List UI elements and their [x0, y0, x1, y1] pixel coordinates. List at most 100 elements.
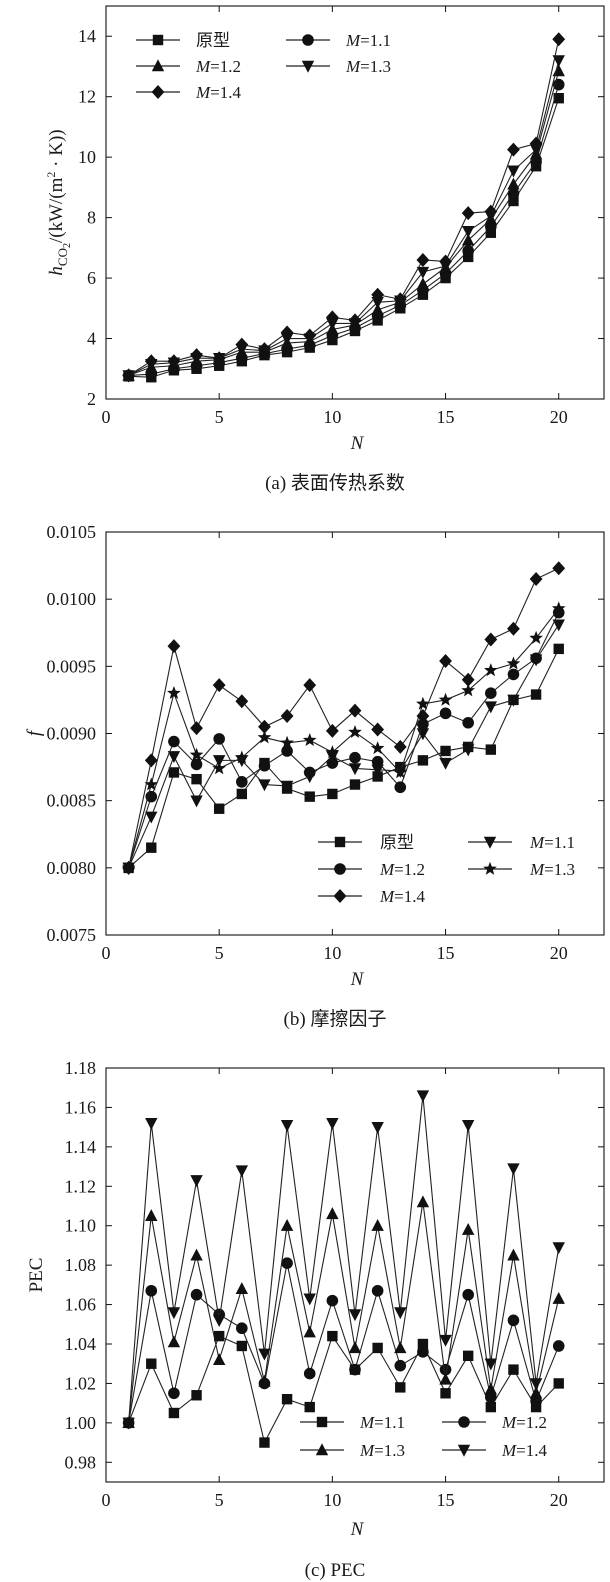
- series-line: [128, 624, 560, 869]
- data-point: [281, 1257, 293, 1269]
- data-point: [326, 757, 339, 769]
- data-point: [416, 252, 430, 267]
- data-point: [190, 1248, 203, 1261]
- data-point: [439, 653, 452, 668]
- data-point: [145, 1284, 158, 1297]
- data-point: [325, 310, 339, 325]
- data-point: [394, 1307, 407, 1320]
- legend-label: 原型: [380, 833, 414, 852]
- data-point: [461, 206, 475, 221]
- legend-item-5: M=1.4: [318, 887, 426, 906]
- data-point: [280, 735, 294, 749]
- data-point: [461, 226, 475, 238]
- y-tick-label: 1.18: [65, 1058, 97, 1078]
- series-line: [128, 612, 560, 868]
- legend-item-4: M=1.3: [286, 57, 391, 76]
- data-point: [348, 313, 362, 328]
- data-point: [439, 757, 452, 770]
- y-tick-label: 1.06: [65, 1295, 97, 1315]
- data-point: [393, 739, 407, 754]
- data-point: [326, 1118, 339, 1130]
- data-point: [258, 342, 271, 357]
- legend-label: M=1.2: [501, 1413, 547, 1432]
- data-point: [553, 1378, 564, 1389]
- y-axis-label: f: [24, 728, 45, 736]
- data-point: [372, 771, 383, 782]
- x-tick-label: 15: [437, 943, 455, 963]
- chart-caption: (c) PEC: [305, 1560, 366, 1581]
- data-point: [212, 1353, 226, 1365]
- data-point: [190, 348, 203, 363]
- plot-frame: [105, 1067, 605, 1483]
- data-point: [484, 204, 498, 219]
- legend-label: 原型: [196, 31, 230, 50]
- data-point: [303, 328, 317, 343]
- data-point: [145, 1209, 158, 1222]
- x-tick-label: 5: [215, 943, 224, 963]
- chart-caption: (a) 表面传热系数: [265, 472, 405, 494]
- x-axis-label: N: [350, 969, 365, 990]
- plot-frame: [105, 5, 605, 400]
- data-point: [371, 1284, 384, 1297]
- x-tick-label: 20: [550, 1490, 568, 1510]
- legend-label: M=1.4: [195, 83, 242, 102]
- data-point: [259, 1437, 270, 1448]
- data-point: [485, 1401, 497, 1413]
- legend-marker: [483, 836, 497, 849]
- data-point: [348, 724, 362, 738]
- legend-item-2: M=1.2: [442, 1413, 547, 1432]
- x-tick-label: 20: [550, 943, 568, 963]
- legend-marker: [483, 861, 497, 875]
- y-tick-label: 0.0075: [47, 925, 97, 945]
- legend-label: M=1.2: [379, 860, 425, 879]
- data-point: [212, 755, 226, 768]
- data-point: [234, 750, 249, 764]
- data-point: [302, 733, 317, 747]
- data-point: [235, 1165, 249, 1178]
- series-line: [128, 567, 559, 868]
- data-point: [281, 1394, 293, 1405]
- data-point: [508, 1364, 519, 1375]
- data-point: [552, 619, 565, 632]
- data-point: [258, 1374, 271, 1387]
- series-2: [122, 619, 565, 875]
- data-point: [507, 187, 520, 200]
- data-point: [327, 788, 338, 800]
- data-point: [168, 1407, 180, 1419]
- legend: M=1.1 M=1.2 M=1.3 M=1.4: [300, 1413, 548, 1460]
- data-point: [507, 177, 520, 190]
- data-point: [417, 718, 429, 730]
- data-point: [416, 266, 430, 279]
- data-point: [280, 1219, 294, 1231]
- y-tick-label: 8: [87, 208, 96, 228]
- data-point: [236, 788, 248, 800]
- legend-label: M=1.1: [529, 833, 575, 852]
- y-tick-label: 0.0085: [47, 791, 97, 811]
- y-tick-label: 6: [87, 268, 96, 288]
- data-point: [145, 1118, 158, 1130]
- legend-label: M=1.2: [195, 57, 241, 76]
- data-point: [167, 1307, 181, 1320]
- y-tick-label: 12: [78, 87, 96, 107]
- data-point: [190, 721, 203, 736]
- data-point: [440, 745, 451, 757]
- data-point: [144, 753, 158, 768]
- data-point: [416, 709, 430, 724]
- data-point: [552, 32, 566, 47]
- data-point: [258, 1348, 271, 1361]
- y-tick-label: 10: [78, 147, 96, 167]
- data-point: [553, 93, 564, 104]
- data-point: [258, 779, 271, 792]
- data-point: [529, 630, 543, 644]
- data-point: [371, 1121, 384, 1134]
- data-point: [462, 1350, 474, 1362]
- data-point: [167, 354, 181, 369]
- legend-item-3: M=1.3: [300, 1441, 405, 1460]
- data-point: [393, 765, 408, 779]
- data-point: [190, 795, 203, 808]
- series-4: [122, 55, 565, 383]
- data-point: [370, 741, 385, 755]
- data-point: [530, 1401, 542, 1413]
- data-point: [304, 1401, 315, 1413]
